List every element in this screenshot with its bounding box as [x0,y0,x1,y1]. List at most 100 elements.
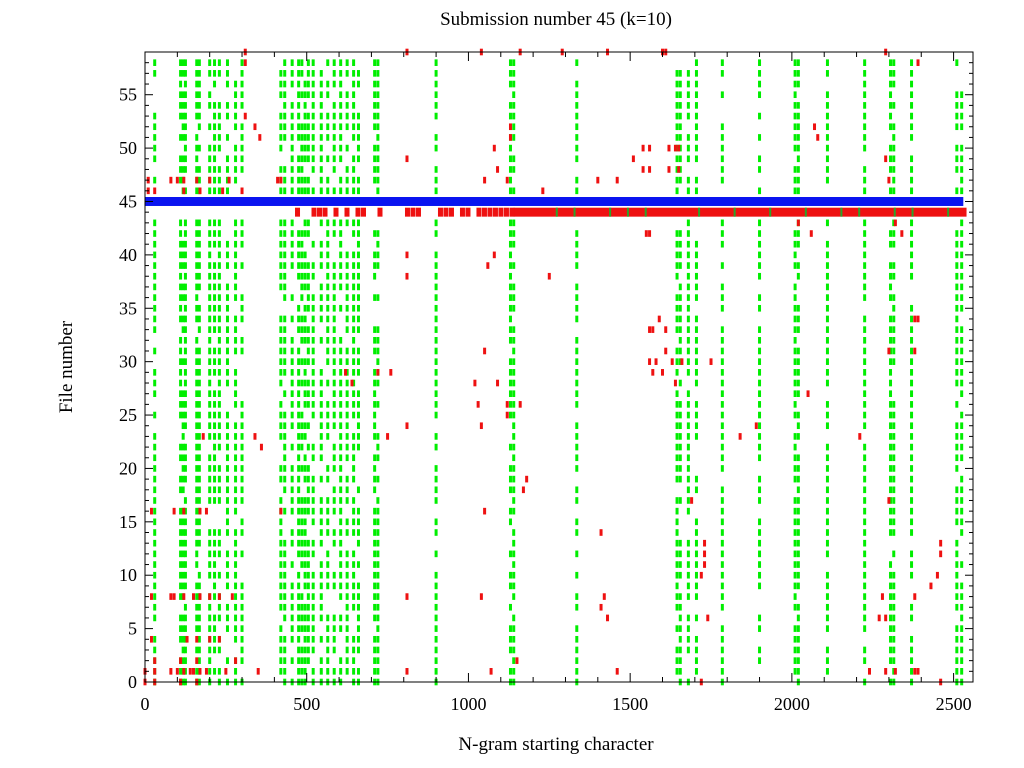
green-match-mark [356,326,360,333]
green-match-mark [208,304,212,312]
green-match-mark [889,112,893,120]
green-match-mark [796,70,800,77]
green-match-mark [675,593,679,600]
green-match-mark [311,411,315,419]
green-match-mark [825,294,829,301]
red-match-mark [279,176,283,184]
green-match-mark [279,272,283,280]
green-match-mark [675,539,679,547]
green-match-mark [181,550,185,558]
green-match-mark [213,80,217,88]
green-match-mark [297,411,301,419]
green-match-mark [195,539,199,547]
green-match-mark [311,262,315,269]
green-match-mark [863,465,867,472]
red-match-mark [276,176,280,184]
green-match-mark [179,294,183,301]
green-match-mark [213,219,217,227]
green-match-mark [208,240,212,248]
green-match-mark [183,646,187,654]
green-match-mark [508,358,512,365]
green-match-mark [356,347,360,355]
green-match-mark [675,294,679,301]
red-match-mark [405,272,409,280]
green-match-mark [434,497,438,504]
green-match-mark [675,465,679,472]
green-match-mark [208,529,212,536]
green-match-mark [326,91,330,99]
green-match-mark [678,401,682,408]
green-match-mark [960,262,964,269]
red-match-mark [322,207,328,217]
green-match-mark [758,369,762,376]
green-match-mark [326,59,330,66]
green-match-mark [213,112,217,120]
red-match-mark [498,207,504,217]
green-match-mark [326,614,330,622]
green-match-mark [213,155,217,163]
green-match-mark [352,326,356,333]
green-match-mark [373,230,377,237]
red-match-mark [813,123,817,131]
green-match-mark [892,668,896,675]
green-match-mark [796,379,800,387]
green-match-mark [352,91,356,99]
green-match-mark [332,529,336,536]
green-match-mark [345,603,349,611]
green-match-mark [508,379,512,387]
green-match-mark [678,70,682,77]
green-match-mark [283,465,287,472]
green-match-mark [306,262,310,269]
green-match-mark [195,646,199,654]
green-match-mark [796,529,800,536]
red-match-mark [217,635,221,643]
red-match-mark [893,219,897,227]
green-match-mark [796,582,800,590]
green-match-mark [376,102,380,109]
green-match-mark [283,272,287,280]
green-match-mark [217,240,221,248]
green-match-mark [678,144,682,152]
green-match-mark [306,379,310,387]
green-match-mark [179,304,183,312]
green-match-mark [183,668,187,675]
green-match-mark [319,102,323,109]
green-match-mark [675,443,679,451]
green-match-mark [181,561,185,568]
green-match-mark [720,358,724,365]
green-match-mark [512,593,516,600]
green-match-mark [332,283,336,291]
green-match-mark [508,315,512,323]
green-match-mark [678,646,682,654]
green-match-mark [512,507,516,515]
green-match-mark [686,390,690,398]
red-match-mark [221,187,225,195]
green-match-mark [283,390,287,398]
green-match-mark [311,155,315,163]
green-match-mark [694,112,698,120]
green-match-mark [306,646,310,654]
green-match-mark [197,422,201,430]
y-tick-label: 35 [119,298,137,318]
red-match-mark [386,433,390,440]
green-match-mark [213,369,217,376]
green-match-mark [675,123,679,131]
green-match-mark [720,433,724,440]
red-match-mark [606,614,610,622]
green-match-mark [863,529,867,536]
green-match-mark [290,134,294,141]
green-match-mark [376,166,380,173]
green-match-mark [793,401,797,408]
green-match-mark [283,219,287,227]
green-match-mark [339,411,343,419]
green-match-mark [181,411,185,419]
green-match-mark [960,219,964,227]
green-match-mark [195,112,199,120]
green-match-mark [910,155,914,163]
green-match-mark [183,657,187,664]
green-match-mark [217,603,221,611]
green-match-mark [678,134,682,141]
green-match-mark [892,358,896,365]
green-match-mark [955,561,959,568]
green-match-mark [796,465,800,472]
